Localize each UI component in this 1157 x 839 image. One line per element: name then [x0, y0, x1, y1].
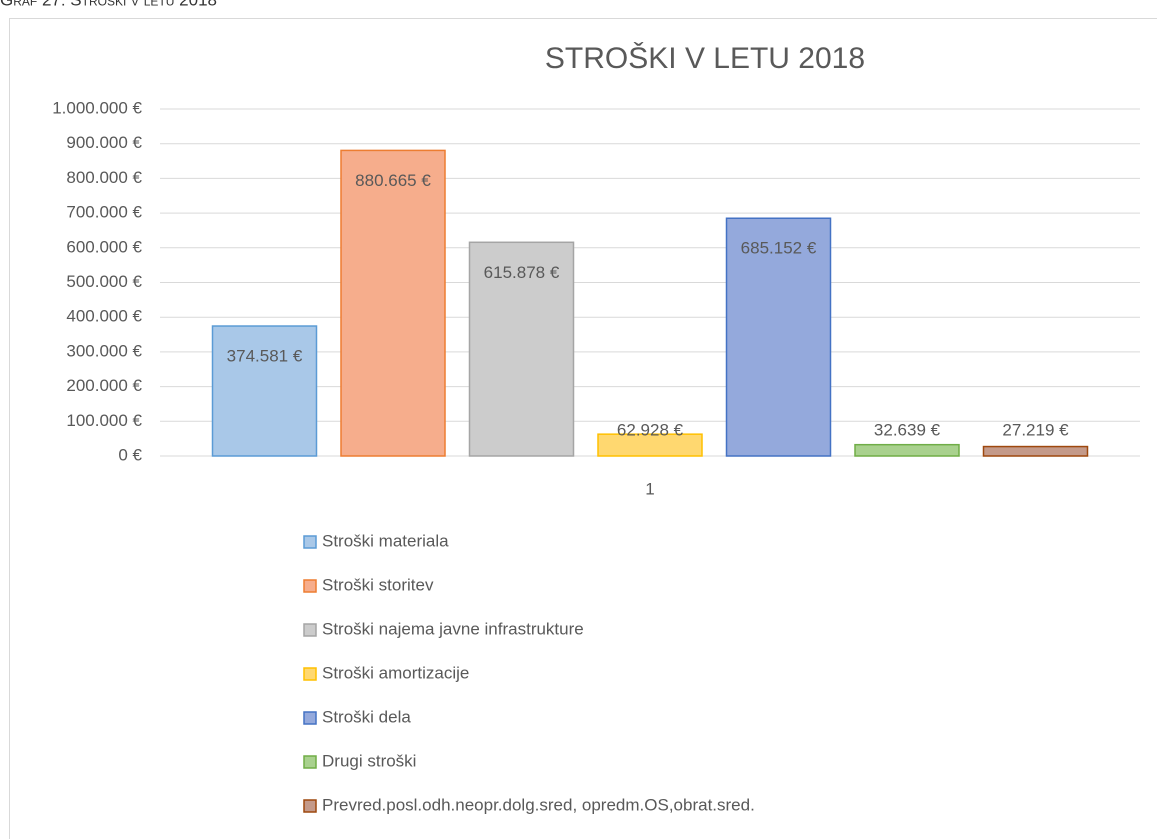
legend-swatch — [303, 623, 317, 637]
legend-swatch — [303, 579, 317, 593]
legend-label: Drugi stroški — [322, 751, 416, 770]
y-tick-label: 400.000 € — [66, 307, 142, 326]
y-tick-label: 700.000 € — [66, 203, 142, 222]
legend-swatch — [303, 711, 317, 725]
legend-label: Stroški dela — [322, 707, 411, 726]
y-tick-label: 900.000 € — [66, 133, 142, 152]
caption: Graf 27: Stroški v letu 2018 — [0, 0, 217, 9]
y-tick-label: 300.000 € — [66, 341, 142, 360]
data-label: 62.928 € — [617, 420, 684, 439]
legend-label: Stroški materiala — [322, 531, 449, 550]
y-tick-label: 500.000 € — [66, 272, 142, 291]
bar — [468, 241, 575, 457]
data-label: 32.639 € — [874, 420, 941, 439]
legend-swatch — [303, 535, 317, 549]
data-label: 880.665 € — [355, 171, 431, 190]
data-label: 374.581 € — [227, 347, 303, 366]
legend-swatch — [303, 755, 317, 769]
legend-label: Prevred.posl.odh.neopr.dolg.sred, opredm… — [322, 795, 755, 814]
bar — [854, 443, 960, 457]
bar — [597, 433, 703, 457]
legend-label: Stroški storitev — [322, 575, 434, 594]
y-tick-label: 200.000 € — [66, 376, 142, 395]
y-tick-label: 0 € — [118, 445, 142, 464]
y-tick-label: 600.000 € — [66, 237, 142, 256]
y-tick-label: 800.000 € — [66, 168, 142, 187]
legend-label: Stroški amortizacije — [322, 663, 469, 682]
bar — [340, 149, 446, 457]
data-label: 685.152 € — [741, 239, 817, 258]
chart-frame — [9, 18, 1157, 839]
y-tick-label: 100.000 € — [66, 411, 142, 430]
legend-label: Stroški najema javne infrastrukture — [322, 619, 584, 638]
bar — [211, 325, 318, 457]
bar — [725, 217, 832, 457]
data-label: 27.219 € — [1002, 420, 1069, 439]
legend-swatch — [303, 667, 317, 681]
y-tick-label: 1.000.000 € — [52, 98, 142, 117]
data-label: 615.878 € — [484, 263, 560, 282]
x-tick-label: 1 — [645, 479, 654, 498]
bar — [982, 445, 1089, 457]
chart-title: STROŠKI V LETU 2018 — [545, 41, 865, 75]
legend-swatch — [303, 799, 317, 813]
